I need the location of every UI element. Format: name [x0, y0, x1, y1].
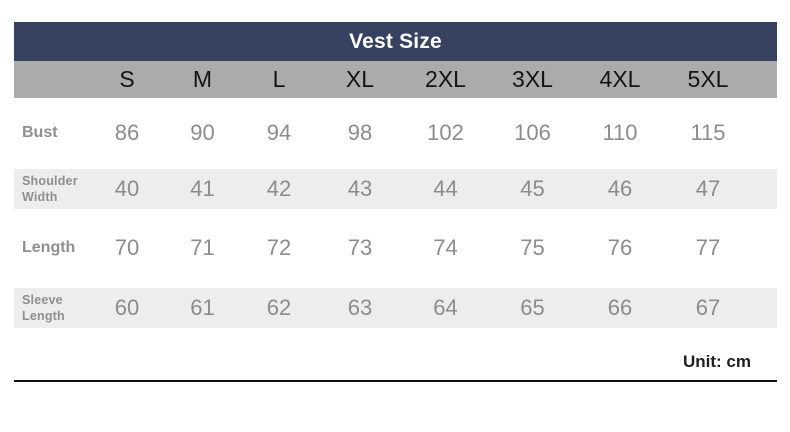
value-cell: 66	[607, 295, 633, 320]
value-cell: 43	[347, 176, 373, 201]
unit-label: Unit: cm	[683, 352, 751, 371]
size-header-row: S M L XL 2XL 3XL 4XL 5XL	[14, 61, 777, 98]
size-chart: Vest Size S M L XL 2XL 3XL 4XL 5XL Bust …	[14, 22, 777, 382]
table-row-shoulder-width: Shoulder Width 40 41 42 43 44 45 46 47	[14, 169, 777, 209]
value-cell: 110	[602, 120, 638, 145]
value-cell: 77	[695, 235, 721, 260]
table-row-length: Length 70 71 72 73 74 75 76 77	[14, 228, 777, 268]
row-label-shoulder-width: Shoulder Width	[22, 173, 78, 204]
value-cell: 115	[690, 120, 726, 145]
size-header-m: M	[192, 66, 213, 92]
value-cell: 70	[114, 235, 140, 260]
page-title: Vest Size	[349, 29, 442, 53]
size-header-4xl: 4XL	[599, 66, 641, 92]
table-row-sleeve-length: Sleeve Length 60 61 62 63 64 65 66 67	[14, 288, 777, 328]
value-cell: 90	[190, 120, 215, 145]
size-header-2xl: 2XL	[425, 66, 466, 92]
value-cell: 106	[514, 120, 551, 145]
value-cell: 65	[520, 295, 545, 320]
value-cell: 62	[266, 295, 292, 320]
value-cell: 86	[114, 120, 140, 145]
value-cell: 46	[607, 176, 633, 201]
value-cell: 44	[433, 176, 458, 201]
title-bar: Vest Size	[14, 22, 777, 61]
table-row-bust: Bust 86 90 94 98 102 106 110 115	[14, 113, 777, 153]
value-cell: 40	[114, 176, 140, 201]
value-cell: 102	[427, 120, 464, 145]
size-header-5xl: 5XL	[687, 66, 729, 92]
value-cell: 76	[607, 235, 633, 260]
value-cell: 98	[347, 120, 373, 145]
value-cell: 41	[190, 176, 215, 201]
value-cell: 42	[266, 176, 292, 201]
value-cell: 71	[190, 235, 215, 260]
size-header-3xl: 3XL	[512, 66, 553, 92]
value-cell: 72	[266, 235, 292, 260]
value-cell: 61	[190, 295, 215, 320]
unit-row: Unit: cm	[14, 344, 777, 382]
value-cell: 73	[347, 235, 373, 260]
value-cell: 63	[347, 295, 373, 320]
size-header-xl: XL	[345, 66, 375, 92]
value-cell: 67	[695, 295, 721, 320]
row-label-length: Length	[22, 239, 76, 257]
row-label-bust: Bust	[22, 124, 58, 142]
value-cell: 74	[433, 235, 458, 260]
row-label-sleeve-length: Sleeve Length	[22, 292, 65, 323]
value-cell: 45	[520, 176, 545, 201]
value-cell: 64	[433, 295, 458, 320]
value-cell: 75	[520, 235, 545, 260]
value-cell: 47	[695, 176, 721, 201]
value-cell: 94	[266, 120, 292, 145]
value-cell: 60	[114, 295, 140, 320]
size-header-s: S	[119, 66, 135, 92]
size-header-l: L	[272, 66, 286, 92]
